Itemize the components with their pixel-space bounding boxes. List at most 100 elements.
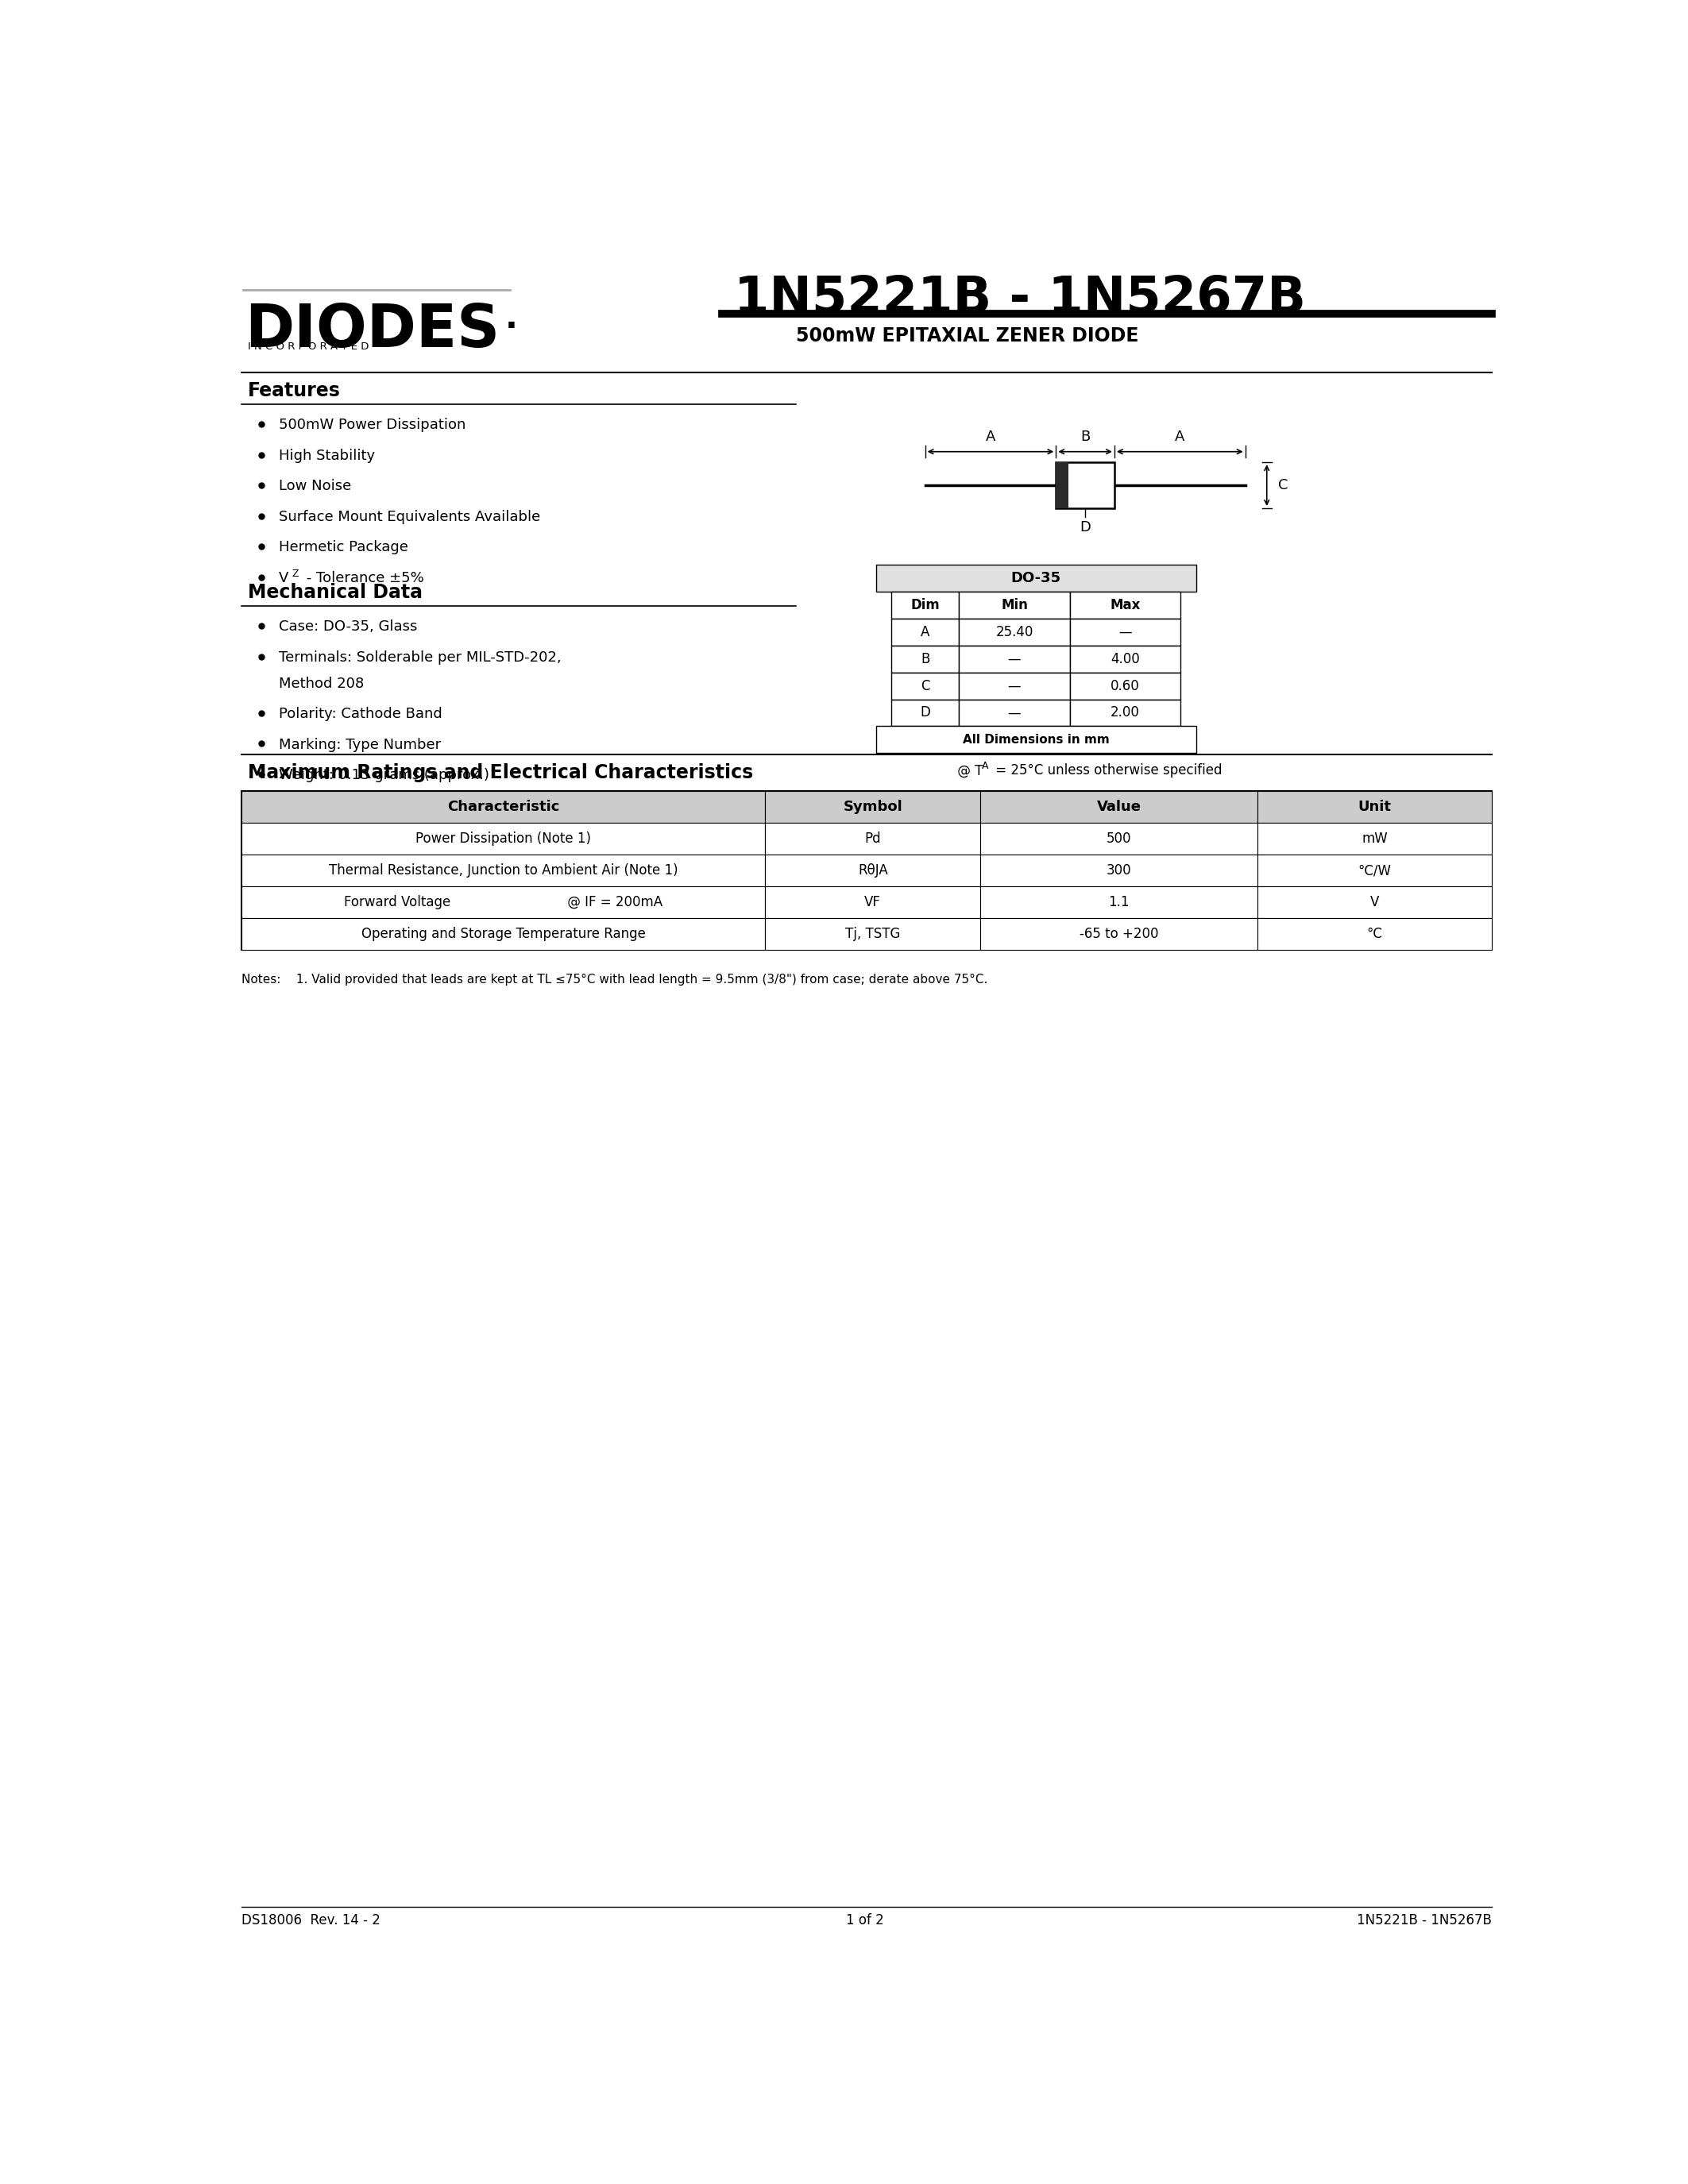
Bar — [959, 646, 1070, 673]
Text: mW: mW — [1362, 832, 1388, 845]
Bar — [765, 854, 981, 887]
Text: B: B — [1080, 430, 1090, 443]
Text: 1 of 2: 1 of 2 — [846, 1913, 885, 1928]
Text: Pd: Pd — [864, 832, 881, 845]
Text: .: . — [505, 301, 518, 334]
Text: A: A — [1175, 430, 1185, 443]
Text: High Stability: High Stability — [279, 448, 375, 463]
Text: = 25°C unless otherwise specified: = 25°C unless otherwise specified — [991, 764, 1222, 778]
Text: Z: Z — [292, 568, 299, 579]
Text: 0.60: 0.60 — [1111, 679, 1139, 692]
Bar — [1057, 463, 1114, 509]
Bar — [891, 646, 959, 673]
Text: Characteristic: Characteristic — [447, 799, 560, 815]
Text: 1.1: 1.1 — [1109, 895, 1129, 909]
Text: 500mW Power Dissipation: 500mW Power Dissipation — [279, 417, 466, 432]
Text: 2.00: 2.00 — [1111, 705, 1139, 721]
Text: D: D — [920, 705, 930, 721]
Text: Power Dissipation (Note 1): Power Dissipation (Note 1) — [415, 832, 591, 845]
Bar — [981, 791, 1258, 823]
Text: Weight: 0.13 grams (approx.): Weight: 0.13 grams (approx.) — [279, 769, 490, 782]
Text: 500: 500 — [1107, 832, 1131, 845]
Bar — [1070, 592, 1180, 618]
Text: A: A — [982, 760, 989, 771]
Text: 500mW EPITAXIAL ZENER DIODE: 500mW EPITAXIAL ZENER DIODE — [795, 325, 1139, 345]
Bar — [765, 791, 981, 823]
Text: Method 208: Method 208 — [279, 677, 365, 690]
Text: Terminals: Solderable per MIL-STD-202,: Terminals: Solderable per MIL-STD-202, — [279, 651, 560, 664]
Bar — [765, 887, 981, 917]
Text: RθJA: RθJA — [858, 863, 888, 878]
Text: —: — — [1008, 679, 1021, 692]
Text: Min: Min — [1001, 598, 1028, 612]
Text: 1N5221B - 1N5267B: 1N5221B - 1N5267B — [1357, 1913, 1492, 1928]
Text: B: B — [920, 651, 930, 666]
Bar — [959, 618, 1070, 646]
Bar — [1258, 823, 1492, 854]
Text: Symbol: Symbol — [842, 799, 903, 815]
Text: C: C — [920, 679, 930, 692]
Text: 300: 300 — [1107, 863, 1131, 878]
Bar — [1258, 917, 1492, 950]
Text: °C/W: °C/W — [1357, 863, 1391, 878]
Text: V: V — [279, 570, 289, 585]
Bar — [241, 917, 765, 950]
Bar — [241, 854, 765, 887]
Text: 1N5221B - 1N5267B: 1N5221B - 1N5267B — [734, 275, 1307, 323]
Text: C: C — [1278, 478, 1288, 491]
Text: Operating and Storage Temperature Range: Operating and Storage Temperature Range — [361, 926, 645, 941]
Text: -65 to +200: -65 to +200 — [1080, 926, 1158, 941]
Bar — [1258, 887, 1492, 917]
Text: Notes:    1. Valid provided that leads are kept at TL ≤75°C with lead length = 9: Notes: 1. Valid provided that leads are … — [241, 974, 987, 985]
Bar — [1070, 699, 1180, 727]
Bar — [876, 566, 1197, 592]
Text: A: A — [986, 430, 996, 443]
Bar — [891, 618, 959, 646]
Bar — [1258, 791, 1492, 823]
Bar — [1070, 618, 1180, 646]
Bar — [891, 673, 959, 699]
Bar — [959, 673, 1070, 699]
Bar — [241, 791, 1492, 950]
Bar — [959, 592, 1070, 618]
Text: Maximum Ratings and Electrical Characteristics: Maximum Ratings and Electrical Character… — [248, 764, 753, 782]
Text: Dim: Dim — [910, 598, 940, 612]
Text: DS18006  Rev. 14 - 2: DS18006 Rev. 14 - 2 — [241, 1913, 381, 1928]
Text: Case: DO-35, Glass: Case: DO-35, Glass — [279, 620, 417, 633]
Text: Thermal Resistance, Junction to Ambient Air (Note 1): Thermal Resistance, Junction to Ambient … — [329, 863, 679, 878]
Text: DO-35: DO-35 — [1011, 570, 1062, 585]
Text: @ T: @ T — [952, 764, 982, 778]
Text: Forward Voltage                            @ IF = 200mA: Forward Voltage @ IF = 200mA — [344, 895, 663, 909]
Bar — [981, 917, 1258, 950]
Text: DIODES: DIODES — [245, 301, 500, 360]
Text: D: D — [1080, 520, 1090, 535]
Text: VF: VF — [864, 895, 881, 909]
Text: Unit: Unit — [1357, 799, 1391, 815]
Text: Surface Mount Equivalents Available: Surface Mount Equivalents Available — [279, 509, 540, 524]
Text: —: — — [1119, 625, 1131, 640]
Bar — [1057, 463, 1069, 509]
Text: I N C O R P O R A T E D: I N C O R P O R A T E D — [248, 341, 370, 352]
Text: 4.00: 4.00 — [1111, 651, 1139, 666]
Bar — [765, 823, 981, 854]
Bar — [981, 854, 1258, 887]
Text: Features: Features — [248, 382, 341, 400]
Text: All Dimensions in mm: All Dimensions in mm — [962, 734, 1109, 745]
Text: Marking: Type Number: Marking: Type Number — [279, 738, 441, 751]
Text: 25.40: 25.40 — [996, 625, 1033, 640]
Bar — [1070, 673, 1180, 699]
Bar — [765, 917, 981, 950]
Text: Max: Max — [1111, 598, 1141, 612]
Text: V: V — [1371, 895, 1379, 909]
Text: Value: Value — [1097, 799, 1141, 815]
Text: A: A — [920, 625, 930, 640]
Bar — [891, 592, 959, 618]
Text: Polarity: Cathode Band: Polarity: Cathode Band — [279, 708, 442, 721]
Bar — [1258, 854, 1492, 887]
Bar — [981, 887, 1258, 917]
Bar — [981, 823, 1258, 854]
Text: —: — — [1008, 705, 1021, 721]
Text: Low Noise: Low Noise — [279, 478, 351, 494]
Bar — [959, 699, 1070, 727]
Bar — [241, 823, 765, 854]
